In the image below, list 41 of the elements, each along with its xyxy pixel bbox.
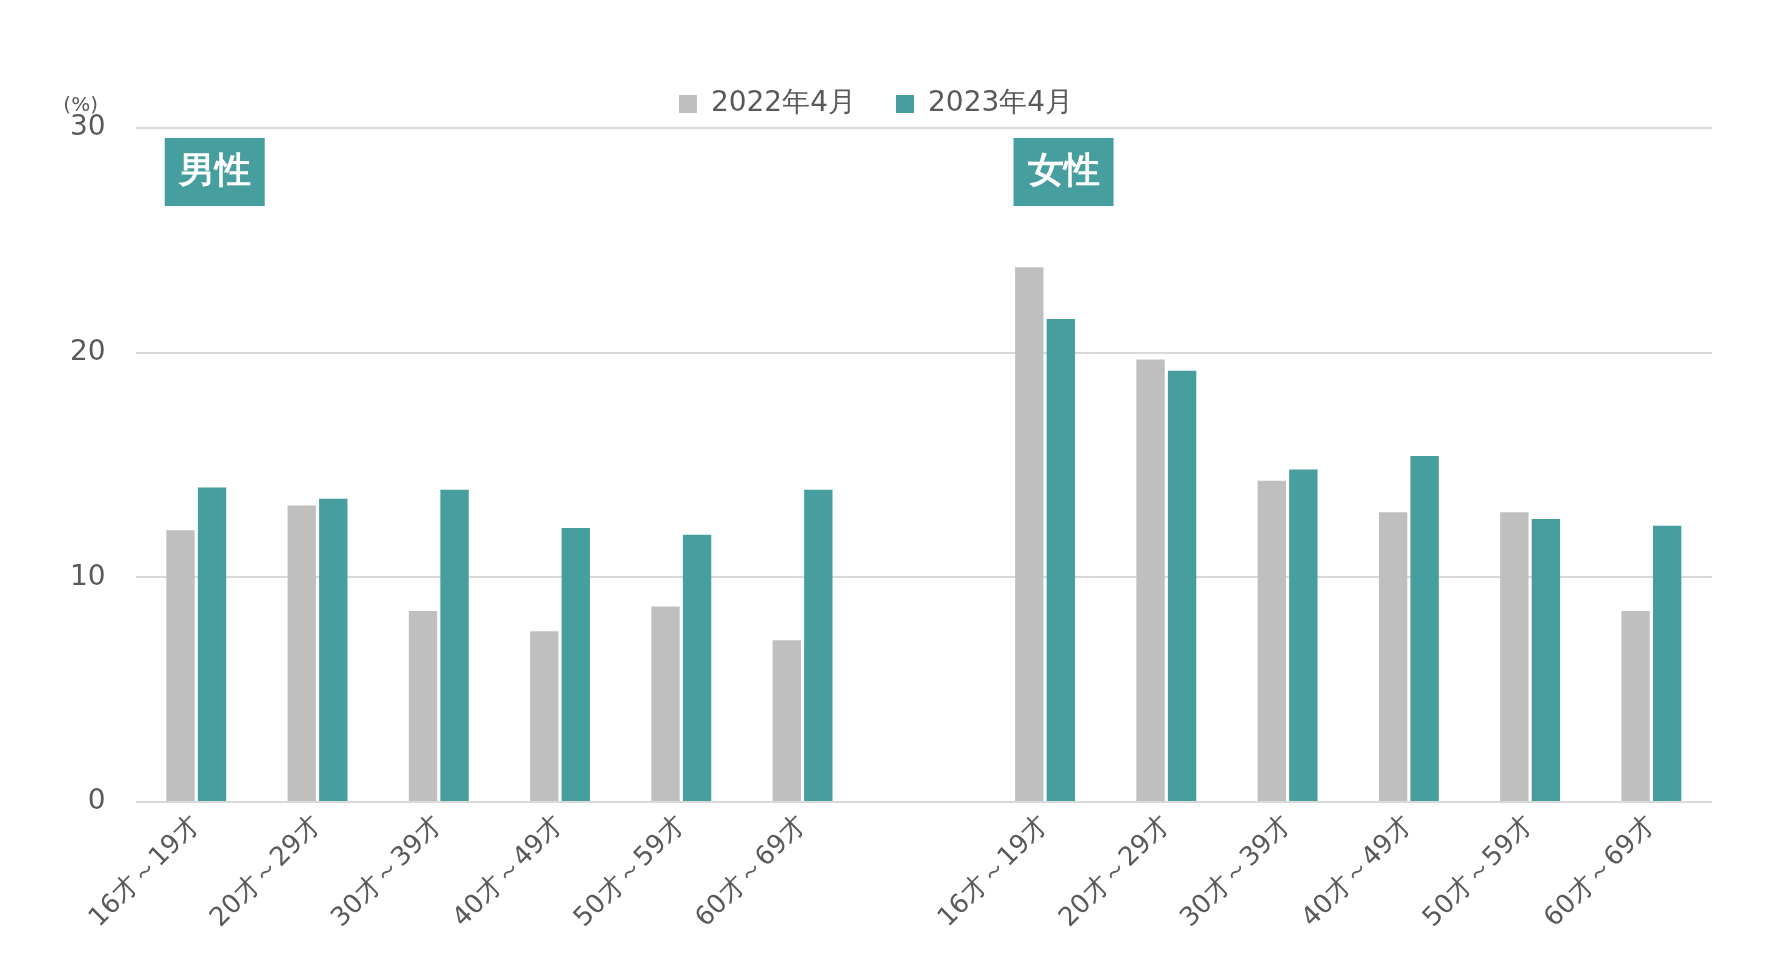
bar [1621,611,1650,801]
bar [1136,359,1165,801]
bar [1257,480,1287,801]
y-tick-label: 10 [69,558,106,592]
x-tick-label: 60才～69才 [688,808,812,932]
bar [804,489,833,801]
y-tick-label: 20 [69,333,106,367]
annotation: 女性 [1027,149,1100,191]
x-tick-label: 30才～39才 [324,808,448,932]
bar [408,611,438,801]
bar [1046,318,1076,801]
bar [1289,469,1318,801]
bar [197,487,227,801]
x-tick-label: 40才～49才 [445,808,570,932]
x-tick-label: 20才～29才 [1052,808,1176,932]
bar [1167,370,1197,801]
annotation: 男性 [177,149,251,191]
bar [682,534,712,801]
x-tick-label: 50才～59才 [1415,808,1540,932]
x-tick-label: 30才～39才 [1173,808,1297,932]
x-tick-label: 16才～19才 [930,808,1055,932]
x-tick-label: 40才～49才 [1294,808,1418,932]
bar [561,527,590,801]
legend-label: 2022年4月 [710,85,857,119]
bar [1652,525,1682,801]
bar [1500,512,1529,801]
bar [1410,456,1439,801]
bar [166,530,195,801]
legend-label: 2023年4月 [928,85,1074,119]
bar [530,631,559,801]
x-tick-label: 50才～59才 [567,808,691,932]
bar [1531,518,1561,801]
bar [1378,512,1408,801]
bar [1015,267,1044,801]
x-tick-label: 20才～29才 [203,808,327,932]
bar [287,505,316,801]
bar [772,640,801,801]
bar [319,498,348,801]
bar [651,606,680,801]
bar [440,489,469,801]
x-tick-label: 60才～69才 [1537,808,1661,932]
